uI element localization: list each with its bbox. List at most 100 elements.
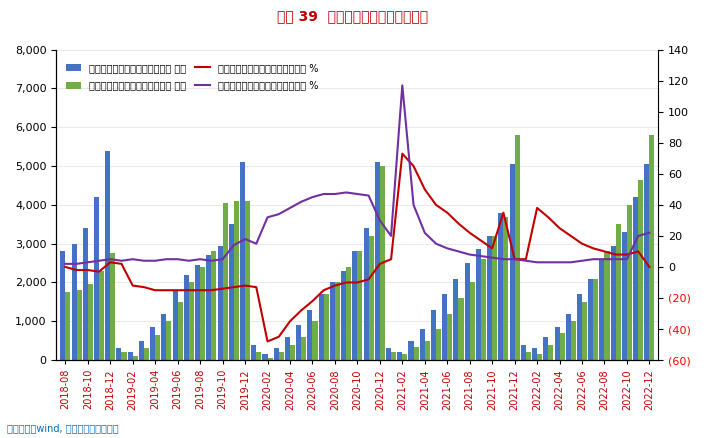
Bar [323,294,329,360]
Bar [195,265,200,360]
Bar [588,279,593,360]
Bar [330,283,335,360]
Bar [150,327,155,360]
Bar [510,164,515,360]
Bar [172,290,178,360]
Bar [560,333,565,360]
Bar [335,283,340,360]
Bar [487,236,492,360]
Bar [593,279,598,360]
Bar [234,201,239,360]
Bar [465,263,469,360]
Bar [582,302,587,360]
Bar [414,346,419,360]
Bar [256,352,261,360]
Bar [549,345,554,360]
电源基本建设投资完成额累计同比 % [218,257,227,262]
Bar [240,162,245,360]
电网基本建设投资完成额累计同比 % [432,202,441,208]
Bar [318,294,323,360]
Bar [419,329,425,360]
电源基本建设投资完成额累计同比 % [61,261,70,266]
Text: 图表 39  电网电源完成额及增速变化: 图表 39 电网电源完成额及增速变化 [277,9,429,23]
Bar [162,314,167,360]
电网基本建设投资完成额累计同比 % [533,205,542,211]
Bar [375,162,380,360]
Bar [622,232,627,360]
Bar [638,180,643,360]
Bar [386,349,391,360]
Bar [285,337,290,360]
Bar [76,290,82,360]
Bar [121,352,126,360]
Bar [60,251,66,360]
Bar [604,251,609,360]
Bar [364,228,369,360]
Bar [263,354,268,360]
Bar [447,314,453,360]
Bar [554,327,560,360]
Bar [184,275,189,360]
Bar [633,197,638,360]
电网基本建设投资完成额累计同比 % [454,221,462,226]
Bar [436,329,441,360]
Bar [307,310,313,360]
Bar [206,255,211,360]
Bar [251,345,256,360]
Bar [274,349,279,360]
Bar [99,271,104,360]
Bar [409,341,414,360]
Bar [650,135,654,360]
Bar [481,259,486,360]
Bar [211,251,217,360]
Bar [498,212,503,360]
Bar [178,302,183,360]
Bar [105,151,110,360]
Bar [532,349,537,360]
Bar [128,352,133,360]
Bar [611,246,616,360]
电源基本建设投资完成额累计同比 % [409,202,418,208]
Bar [458,298,464,360]
Bar [425,341,430,360]
Bar [229,224,234,360]
Bar [110,253,115,360]
Bar [341,271,346,360]
Bar [296,325,301,360]
Bar [544,337,549,360]
Bar [189,283,194,360]
Bar [346,267,351,360]
Bar [144,349,149,360]
Bar [476,250,481,360]
电网基本建设投资完成额累计同比 % [218,286,227,291]
电源基本建设投资完成额累计同比 % [589,257,597,262]
电网基本建设投资完成额累计同比 % [61,264,70,269]
Bar [94,197,99,360]
Bar [627,205,632,360]
电源基本建设投资完成额累计同比 % [398,83,407,88]
Bar [290,345,295,360]
电源基本建设投资完成额累计同比 % [522,258,530,263]
电网基本建设投资完成额累计同比 % [645,264,654,269]
Bar [88,284,93,360]
Bar [217,246,222,360]
Bar [200,267,205,360]
Bar [167,321,172,360]
Bar [352,251,357,360]
Bar [155,335,160,360]
Bar [83,228,88,360]
Bar [537,354,542,360]
Bar [616,224,621,360]
Bar [521,345,526,360]
Bar [645,164,650,360]
Bar [380,166,385,360]
Text: 数据来源：wind, 东兴期货投资咨询部: 数据来源：wind, 东兴期货投资咨询部 [7,424,119,434]
Bar [116,349,121,360]
Bar [222,203,227,360]
Bar [453,279,458,360]
Bar [139,341,144,360]
Bar [369,236,373,360]
Bar [397,352,402,360]
Bar [442,294,447,360]
Bar [431,310,436,360]
